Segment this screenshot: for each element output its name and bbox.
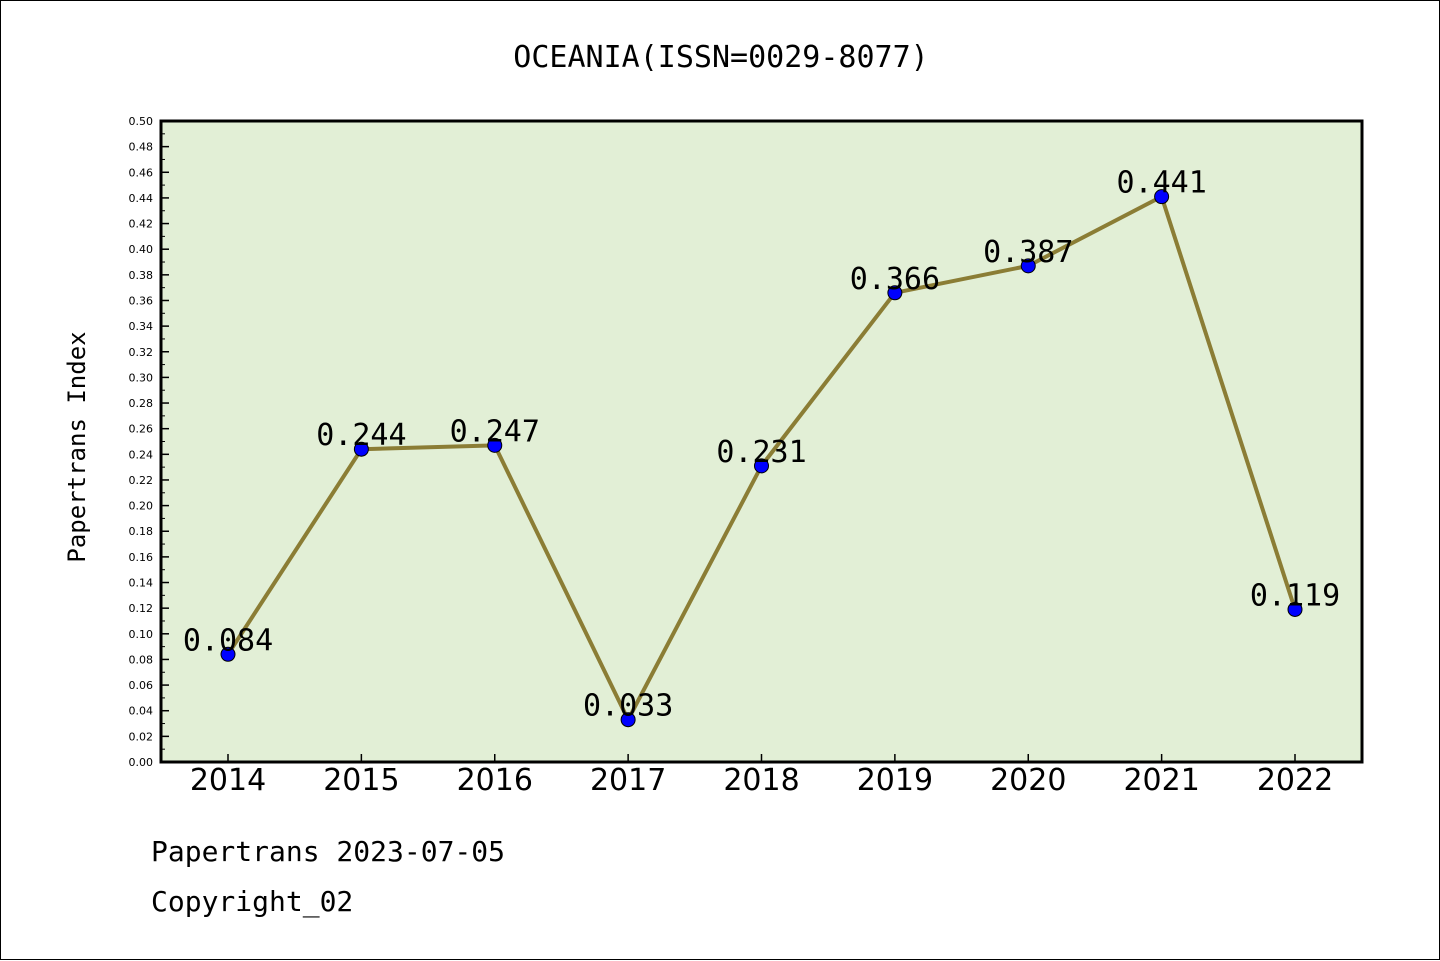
data-point — [353, 441, 369, 457]
y-tick-label: 0.32 — [129, 346, 154, 359]
y-tick-label: 0.20 — [129, 500, 154, 513]
data-point — [487, 437, 503, 453]
data-point — [220, 646, 236, 662]
x-tick-label: 2022 — [1257, 763, 1333, 798]
y-axis-ticks: 0.00 0.02 0.04 0.06 0.08 0.10 0.12 0.14 0.16 0.18… — [129, 115, 169, 769]
y-tick-label: 0.18 — [129, 525, 154, 538]
y-tick-label: 0.28 — [129, 397, 154, 410]
y-tick-label: 0.02 — [129, 730, 154, 743]
y-tick-label: 0.08 — [129, 653, 154, 666]
chart-title: OCEANIA(ISSN=0029-8077) — [513, 40, 928, 75]
data-point — [1154, 189, 1170, 205]
y-tick-label: 0.00 — [129, 756, 154, 769]
y-tick-label: 0.12 — [129, 602, 154, 615]
x-axis-ticks: 2014 2015 2016 2017 2018 2019 2020 2021 2022 — [190, 754, 1333, 798]
y-tick-label: 0.06 — [129, 679, 154, 692]
data-label: 0.231 — [716, 435, 806, 470]
y-tick-label: 0.26 — [129, 423, 154, 436]
data-label: 0.119 — [1250, 578, 1340, 613]
y-tick-label: 0.34 — [129, 320, 154, 333]
y-tick-label: 0.38 — [129, 269, 154, 282]
data-label: 0.387 — [983, 235, 1073, 270]
x-tick-label: 2016 — [457, 763, 533, 798]
x-tick-label: 2015 — [323, 763, 399, 798]
y-tick-label: 0.16 — [129, 551, 154, 564]
y-tick-label: 0.04 — [129, 705, 154, 718]
data-point — [887, 285, 903, 301]
y-tick-label: 0.14 — [129, 577, 154, 590]
y-tick-label: 0.22 — [129, 474, 154, 487]
x-tick-label: 2018 — [723, 763, 799, 798]
data-label: 0.366 — [850, 262, 940, 297]
data-point — [754, 458, 769, 474]
data-label: 0.244 — [316, 418, 406, 453]
data-markers — [220, 189, 1303, 728]
data-label: 0.247 — [450, 414, 540, 449]
y-tick-label: 0.24 — [129, 448, 154, 461]
source-date-text: Papertrans 2023-07-05 — [151, 835, 506, 868]
y-tick-label: 0.48 — [129, 141, 154, 154]
y-tick-label: 0.50 — [129, 115, 154, 128]
y-tick-label: 0.40 — [129, 243, 154, 256]
y-tick-label: 0.36 — [129, 294, 154, 307]
y-tick-label: 0.10 — [129, 628, 154, 641]
data-label: 0.441 — [1116, 166, 1206, 201]
data-point — [1020, 258, 1036, 274]
data-label: 0.033 — [583, 689, 673, 724]
copyright-text: Copyright_02 — [151, 885, 354, 918]
x-tick-label: 2021 — [1123, 763, 1199, 798]
y-tick-label: 0.46 — [129, 166, 154, 179]
data-label: 0.084 — [183, 623, 273, 658]
data-point — [1287, 601, 1303, 617]
data-point — [620, 712, 636, 728]
y-axis-label: Papertrans Index — [63, 331, 91, 562]
x-tick-label: 2020 — [990, 763, 1066, 798]
y-tick-label: 0.30 — [129, 371, 154, 384]
data-labels: 0.084 0.244 0.247 0.033 0.231 0.366 0.387 0.441… — [183, 166, 1340, 724]
y-tick-label: 0.44 — [129, 192, 154, 205]
plot-area — [159, 119, 1364, 764]
x-tick-label: 2014 — [190, 763, 266, 798]
x-tick-label: 2019 — [857, 763, 933, 798]
y-tick-label: 0.42 — [129, 218, 154, 231]
x-tick-label: 2017 — [590, 763, 666, 798]
